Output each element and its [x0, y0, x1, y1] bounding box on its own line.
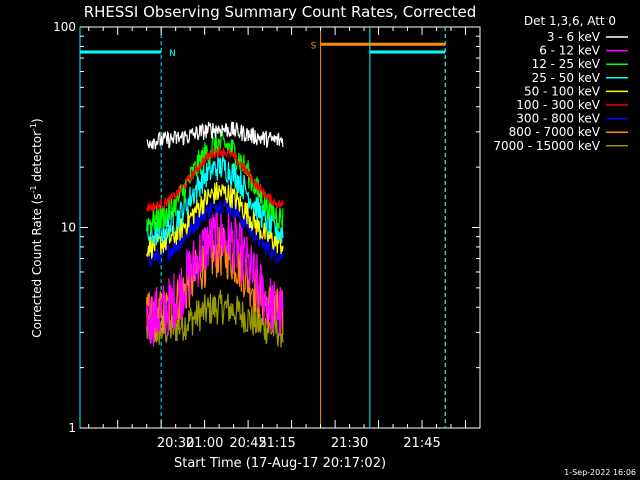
- marker-lines: NS: [79, 27, 446, 428]
- series-group: [146, 121, 284, 348]
- y-axis: 1 10 100: [53, 20, 480, 435]
- legend-title: Det 1,3,6, Att 0: [524, 14, 616, 28]
- legend-entry-label: 50 - 100 keV: [524, 84, 601, 98]
- x-tick-label: 21:15: [258, 436, 295, 451]
- legend-entry-label: 7000 - 15000 keV: [493, 139, 600, 153]
- y-tick-label: 1: [68, 421, 76, 435]
- y-tick-label: 10: [61, 221, 76, 235]
- x-tick-label: 21:30: [331, 436, 368, 451]
- legend-entry-label: 3 - 6 keV: [547, 30, 601, 44]
- x-axis: 20:30 20:45 21:00 21:15 21:30 21:45: [88, 27, 481, 451]
- y-axis-label-exp1: -1: [29, 185, 38, 193]
- y-axis-label-main: Corrected Count Rate (s: [30, 193, 44, 337]
- y-axis-label-exp2: -1: [29, 123, 38, 131]
- legend-entry-label: 300 - 800 keV: [516, 112, 600, 126]
- series-line: [146, 145, 284, 212]
- series-line: [146, 121, 284, 150]
- legend-entry-label: 100 - 300 keV: [516, 98, 600, 112]
- marker-label: S: [311, 41, 317, 51]
- legend-entry-label: 25 - 50 keV: [532, 71, 601, 85]
- x-axis-label: Start Time (17-Aug-17 20:17:02): [174, 456, 386, 471]
- plot-frame: [79, 26, 481, 429]
- y-tick-label: 100: [53, 20, 76, 34]
- x-tick-label: 21:45: [403, 436, 440, 451]
- x-tick-label: 20:30: [157, 436, 194, 451]
- y-axis-label-mid: detector: [30, 131, 44, 186]
- chart-title: RHESSI Observing Summary Count Rates, Co…: [84, 3, 477, 21]
- x-tick-label: 21:00: [186, 436, 223, 451]
- y-axis-label-end: ): [30, 118, 44, 123]
- legend-entry-label: 6 - 12 keV: [539, 44, 601, 58]
- footer-date: 1-Sep-2022 16:06: [564, 468, 636, 477]
- series-line: [146, 206, 284, 347]
- legend-entry-label: 800 - 7000 keV: [509, 125, 601, 139]
- legend-entry-label: 12 - 25 keV: [532, 57, 601, 71]
- marker-label: N: [169, 49, 176, 59]
- series-line: [146, 155, 284, 246]
- y-axis-label: Corrected Count Rate (s-1 detector-1): [29, 118, 44, 337]
- x-tick-label: 20:45: [229, 436, 266, 451]
